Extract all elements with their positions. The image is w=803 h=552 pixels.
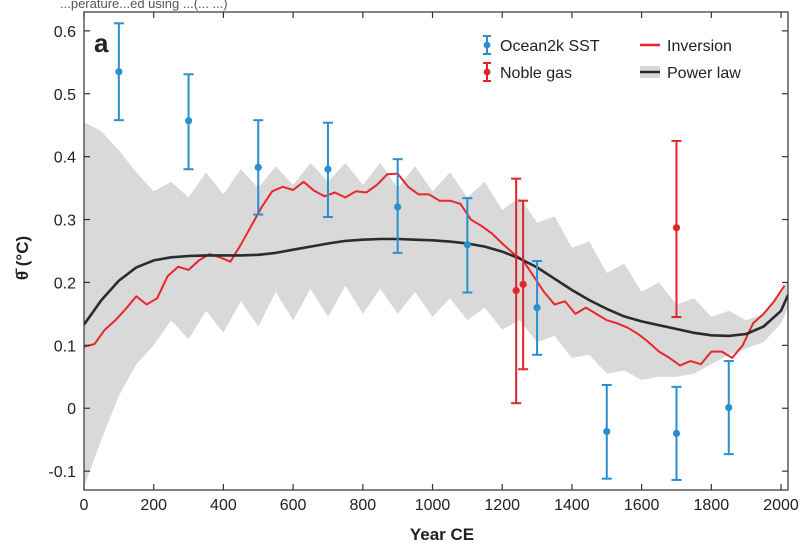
x-tick-label: 600 <box>280 497 307 514</box>
inversion-line <box>84 172 786 367</box>
ocean2k-sst-point-9 <box>723 360 734 456</box>
y-tick-label: 0.2 <box>54 275 76 292</box>
x-tick-label: 200 <box>140 497 167 514</box>
x-tick-label: 1200 <box>484 497 520 514</box>
noble-gas-marker <box>512 287 520 295</box>
ocean2k-sst-marker <box>115 68 123 76</box>
ocean2k-sst-marker <box>463 241 471 249</box>
noble-gas-point-2 <box>671 139 682 319</box>
x-tick-label: 400 <box>210 497 237 514</box>
plot-area: 0 200 400 600 800 1000 1200 1400 1600 1800 2000 -0.… <box>48 11 799 514</box>
y-tick-label: 0.3 <box>54 213 76 230</box>
ocean2k-sst-marker <box>603 427 611 436</box>
legend-label: Inversion <box>667 38 732 55</box>
y-tick-label: 0.1 <box>54 338 76 355</box>
panel-label: a <box>94 28 109 58</box>
legend-label: Power law <box>667 65 741 82</box>
legend-item-inversion: Inversion <box>640 38 732 55</box>
y-tick-label: -0.1 <box>48 464 76 481</box>
legend: Ocean2k SST Noble gas Inversion Power law <box>483 35 741 82</box>
ocean2k-sst-marker <box>394 203 402 211</box>
ocean2k-sst-point-6 <box>532 260 543 356</box>
y-tick-label: 0.5 <box>54 87 76 104</box>
legend-marker-symbol <box>483 41 491 49</box>
noble-gas-marker <box>672 224 681 232</box>
ocean2k-sst-point-3 <box>322 121 333 219</box>
ocean2k-sst-point-1 <box>183 73 194 171</box>
ocean2k-sst-marker <box>184 117 193 125</box>
ocean2k-sst-point-2 <box>253 119 264 216</box>
power-law-band <box>84 122 788 487</box>
ocean2k-sst-point-0 <box>113 22 124 122</box>
x-tick-label: 2000 <box>763 497 799 514</box>
ocean2k-sst-point-8 <box>671 385 682 481</box>
ocean2k-sst-point-7 <box>601 383 612 480</box>
ocean2k-sst-marker <box>254 163 262 171</box>
legend-item-noble-gas: Noble gas <box>483 62 572 82</box>
x-tick-label: 1600 <box>624 497 660 514</box>
y-tick-label: 0.6 <box>54 24 76 41</box>
axes-frame <box>83 11 789 491</box>
y-tick-label: 0 <box>67 401 76 418</box>
plot-series <box>84 122 788 487</box>
ocean2k-sst-point-4 <box>392 158 403 254</box>
legend-item-ocean2k-sst: Ocean2k SST <box>483 35 600 55</box>
top-caption: ...perature...ed using ...(... ...) <box>60 0 228 11</box>
noble-gas-point-1 <box>518 199 529 371</box>
y-axis-title: θ̄ (°C) <box>13 236 32 280</box>
noble-gas-point-0 <box>511 177 522 405</box>
x-tick-label: 1800 <box>694 497 730 514</box>
ocean2k-sst-marker <box>533 304 541 312</box>
legend-item-power-law: Power law <box>640 65 741 82</box>
y-tick-label: 0.4 <box>54 150 76 167</box>
legend-label: Ocean2k SST <box>500 38 600 55</box>
legend-marker-symbol <box>483 68 491 76</box>
ocean2k-sst-marker <box>672 429 681 437</box>
power-law-line <box>84 237 788 338</box>
noble-gas-marker <box>519 280 527 288</box>
ocean2k-sst-marker <box>725 404 733 412</box>
x-tick-label: 1000 <box>415 497 451 514</box>
legend-label: Noble gas <box>500 65 572 82</box>
ocean2k-sst-marker <box>324 165 332 173</box>
ocean2k-sst-point-5 <box>462 197 473 294</box>
x-tick-label: 1400 <box>554 497 590 514</box>
x-axis-title: Year CE <box>410 525 474 544</box>
x-tick-label: 800 <box>349 497 376 514</box>
x-tick-label: 0 <box>80 497 89 514</box>
